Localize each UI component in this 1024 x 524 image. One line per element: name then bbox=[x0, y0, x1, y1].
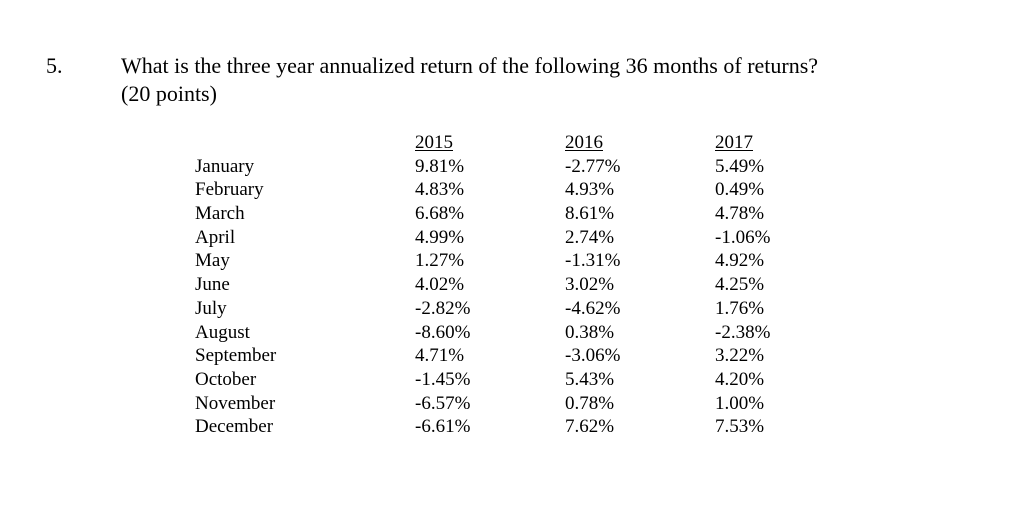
year-header: 2015 bbox=[415, 132, 453, 153]
month-label: November bbox=[195, 392, 276, 414]
return-cell: 7.62% bbox=[565, 416, 615, 438]
returns-table: January February March April May June Ju… bbox=[0, 131, 1024, 451]
return-cell: 1.00% bbox=[715, 392, 765, 414]
month-label: June bbox=[195, 274, 230, 296]
month-label: August bbox=[195, 321, 250, 343]
return-cell: -2.77% bbox=[565, 155, 621, 177]
return-cell: 4.78% bbox=[715, 203, 765, 225]
return-cell: 9.81% bbox=[415, 155, 465, 177]
year-column-2017: 2017 5.49% 0.49% 4.78% -1.06% 4.92% 4.25… bbox=[715, 131, 770, 439]
month-label: February bbox=[195, 179, 264, 201]
return-cell: 4.25% bbox=[715, 274, 765, 296]
return-cell: -1.45% bbox=[415, 368, 471, 390]
year-column-2015: 2015 9.81% 4.83% 6.68% 4.99% 1.27% 4.02%… bbox=[415, 131, 470, 439]
month-label: May bbox=[195, 250, 230, 272]
return-cell: 1.76% bbox=[715, 297, 765, 319]
return-cell: -3.06% bbox=[565, 345, 621, 367]
year-header: 2017 bbox=[715, 132, 753, 153]
month-label: September bbox=[195, 345, 277, 367]
return-cell: 4.02% bbox=[415, 274, 465, 296]
question-number: 5. bbox=[46, 53, 63, 78]
return-cell: 3.22% bbox=[715, 345, 765, 367]
return-cell: 5.49% bbox=[715, 155, 765, 177]
return-cell: -2.38% bbox=[715, 321, 771, 343]
month-label: December bbox=[195, 416, 274, 438]
return-cell: 7.53% bbox=[715, 416, 765, 438]
question-line-1: What is the three year annualized return… bbox=[121, 53, 819, 78]
question-line-2: (20 points) bbox=[121, 81, 217, 106]
return-cell: 4.20% bbox=[715, 368, 765, 390]
return-cell: -1.06% bbox=[715, 226, 771, 248]
return-cell: 4.93% bbox=[565, 179, 615, 201]
month-label: July bbox=[195, 297, 227, 319]
return-cell: 0.49% bbox=[715, 179, 765, 201]
return-cell: 4.92% bbox=[715, 250, 765, 272]
month-label: October bbox=[195, 368, 257, 390]
return-cell: -2.82% bbox=[415, 297, 471, 319]
return-cell: 4.71% bbox=[415, 345, 465, 367]
return-cell: -8.60% bbox=[415, 321, 471, 343]
return-cell: 6.68% bbox=[415, 203, 465, 225]
return-cell: 0.38% bbox=[565, 321, 615, 343]
month-label: March bbox=[195, 203, 245, 225]
return-cell: -4.62% bbox=[565, 297, 621, 319]
return-cell: -6.61% bbox=[415, 416, 471, 438]
year-column-2016: 2016 -2.77% 4.93% 8.61% 2.74% -1.31% 3.0… bbox=[565, 131, 620, 439]
month-label: April bbox=[195, 226, 236, 248]
return-cell: -6.57% bbox=[415, 392, 471, 414]
return-cell: 4.83% bbox=[415, 179, 465, 201]
return-cell: 2.74% bbox=[565, 226, 615, 248]
return-cell: 5.43% bbox=[565, 368, 615, 390]
return-cell: 0.78% bbox=[565, 392, 615, 414]
return-cell: 3.02% bbox=[565, 274, 615, 296]
month-column: January February March April May June Ju… bbox=[195, 155, 276, 439]
question-text: What is the three year annualized return… bbox=[121, 52, 981, 108]
year-header: 2016 bbox=[565, 132, 603, 153]
return-cell: 8.61% bbox=[565, 203, 615, 225]
return-cell: 4.99% bbox=[415, 226, 465, 248]
month-label: January bbox=[195, 155, 255, 177]
return-cell: 1.27% bbox=[415, 250, 465, 272]
return-cell: -1.31% bbox=[565, 250, 621, 272]
